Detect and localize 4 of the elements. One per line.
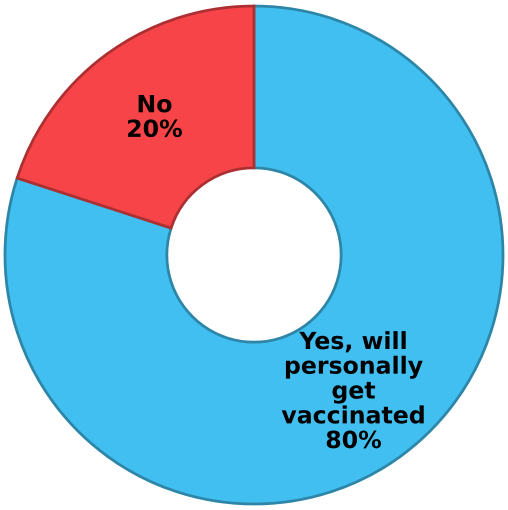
slice-label: No xyxy=(138,94,172,113)
slice-label: Yes, will personally get vaccinated xyxy=(282,331,424,424)
data-label: 80% xyxy=(326,430,382,448)
data-label: 20% xyxy=(128,119,182,138)
